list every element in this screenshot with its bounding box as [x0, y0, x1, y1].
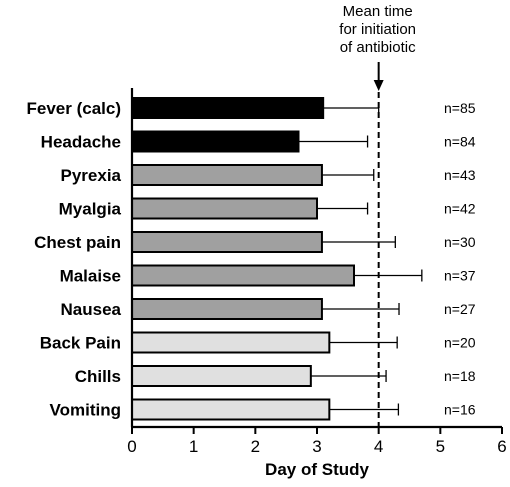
x-tick-label-3: 3 [312, 437, 321, 456]
category-label-malaise: Malaise [60, 267, 121, 286]
annotation-line-3: of antibiotic [340, 39, 416, 56]
category-label-chest-pain: Chest pain [34, 233, 121, 252]
bar-headache [131, 130, 300, 153]
n-label-myalgia: n=42 [444, 201, 476, 217]
category-label-headache: Headache [41, 133, 121, 152]
category-label-fever-calc: Fever (calc) [27, 99, 122, 118]
category-label-back-pain: Back Pain [40, 334, 121, 353]
n-label-vomiting: n=16 [444, 402, 476, 418]
bar-chest-pain [131, 231, 323, 253]
x-tick-label-1: 1 [189, 437, 198, 456]
axes-group: 0 1 2 3 4 5 6 Day of Study [127, 88, 507, 479]
bar-pyrexia [131, 164, 323, 186]
n-label-chest-pain: n=30 [444, 234, 476, 250]
x-tick-label-5: 5 [436, 437, 445, 456]
x-tick-label-2: 2 [251, 437, 260, 456]
bar-back-pain [131, 331, 331, 354]
bar-chills [131, 365, 312, 387]
bar-myalgia [131, 197, 318, 220]
annotation-line-2: for initiation [339, 21, 416, 38]
bar-fever-calc [131, 97, 325, 119]
error-bars-group [298, 102, 423, 416]
category-labels-group: Fever (calc) Headache Pyrexia Myalgia Chest … [27, 99, 122, 420]
bar-malaise [131, 264, 355, 287]
bars-group [131, 97, 355, 421]
n-label-pyrexia: n=43 [444, 167, 476, 183]
n-label-headache: n=84 [444, 134, 476, 150]
n-label-nausea: n=27 [444, 301, 476, 317]
category-label-nausea: Nausea [61, 300, 122, 319]
x-tick-label-0: 0 [127, 437, 136, 456]
n-label-back-pain: n=20 [444, 335, 476, 351]
n-label-malaise: n=37 [444, 268, 476, 284]
annotation-arrow-head [373, 80, 384, 91]
category-label-chills: Chills [75, 367, 121, 386]
x-tick-label-6: 6 [497, 437, 506, 456]
n-label-chills: n=18 [444, 368, 476, 384]
category-label-vomiting: Vomiting [50, 401, 121, 420]
x-axis-title: Day of Study [265, 460, 369, 479]
annotation-line-1: Mean time [343, 3, 413, 20]
category-label-pyrexia: Pyrexia [61, 166, 122, 185]
bar-vomiting [131, 398, 331, 421]
bar-nausea [131, 298, 323, 320]
x-tick-label-4: 4 [374, 437, 383, 456]
n-label-fever-calc: n=85 [444, 100, 476, 116]
category-label-myalgia: Myalgia [59, 200, 122, 219]
n-labels-group: n=85 n=84 n=43 n=42 n=30 n=37 n=27 n=20 n=18 n=16 [444, 100, 476, 418]
